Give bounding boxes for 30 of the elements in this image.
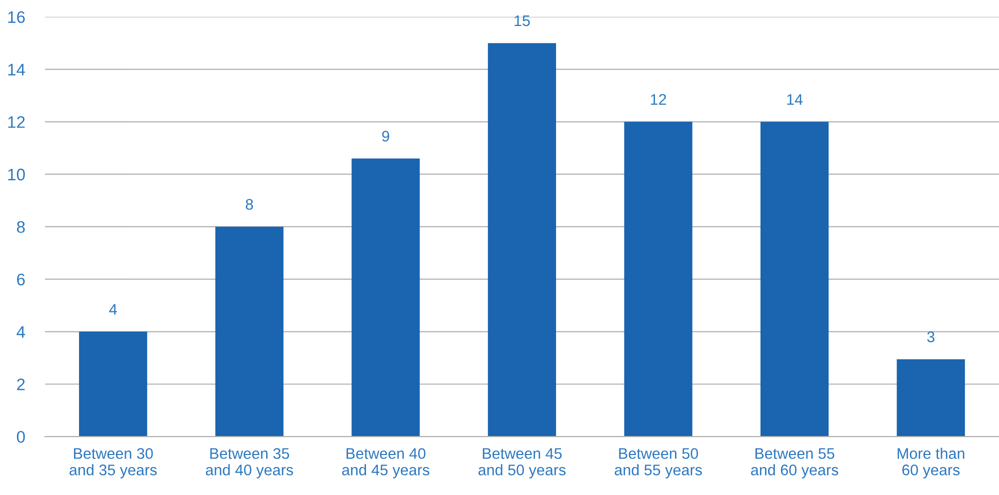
bar: [352, 158, 420, 437]
y-tick-label: 6: [17, 274, 25, 286]
y-tick-label: 12: [8, 116, 25, 128]
y-tick-label: 10: [8, 168, 25, 180]
x-tick-label: Between 45 and 50 years: [478, 448, 566, 478]
bar: [79, 332, 148, 437]
annotation: 15: [514, 15, 530, 26]
x-tick-label: Between 55 and 60 years: [751, 448, 838, 478]
bar: [488, 43, 556, 437]
annotation: 14: [787, 94, 803, 105]
bar: [215, 226, 284, 437]
y-tick-label: 0: [16, 430, 25, 443]
y-tick-label: 2: [17, 378, 25, 390]
bar: [896, 359, 965, 437]
annotation: 3: [927, 331, 934, 342]
bar: [624, 122, 692, 437]
annotation: 9: [382, 130, 390, 142]
annotation: 4: [109, 304, 117, 315]
x-tick-label: Between 50 and 55 years: [614, 448, 702, 478]
y-tick-label: 16: [8, 11, 25, 24]
annotation: 12: [650, 94, 666, 105]
x-tick-label: Between 35 and 40 years: [206, 448, 294, 478]
y-tick-label: 14: [8, 64, 26, 76]
x-tick-label: Between 40 and 45 years: [342, 448, 430, 478]
x-tick-label: Between 30 and 35 years: [70, 448, 157, 478]
y-tick-label: 4: [16, 326, 26, 338]
annotation: 8: [246, 198, 253, 210]
bar: [760, 122, 829, 437]
y-tick-label: 8: [16, 221, 25, 233]
x-tick-label: More than 60 years: [898, 448, 964, 478]
